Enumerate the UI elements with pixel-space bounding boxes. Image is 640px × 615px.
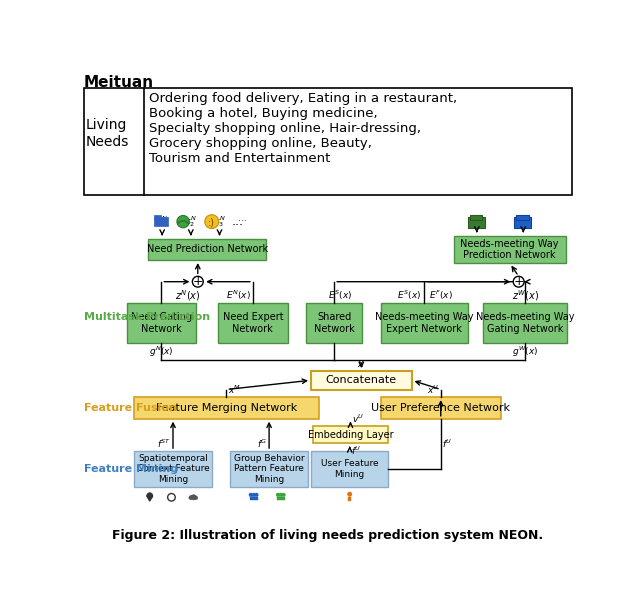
Circle shape — [189, 496, 192, 499]
Bar — [312, 426, 388, 443]
Circle shape — [189, 495, 194, 499]
Bar — [311, 451, 388, 486]
Bar — [148, 239, 266, 260]
Text: Feature Mining: Feature Mining — [84, 464, 178, 474]
Text: Ordering food delivery, Eating in a restaurant,
Booking a hotel, Buying medicine: Ordering food delivery, Eating in a rest… — [149, 92, 457, 165]
Bar — [483, 303, 566, 343]
Bar — [252, 498, 255, 501]
Bar — [467, 217, 484, 228]
Circle shape — [168, 493, 175, 501]
Text: Need Expert
Network: Need Expert Network — [223, 312, 283, 334]
Text: $s_2^W$: $s_2^W$ — [516, 215, 530, 231]
Text: Living
Needs: Living Needs — [85, 119, 129, 149]
Bar — [127, 303, 196, 343]
Text: Needs-meeting Way
Prediction Network: Needs-meeting Way Prediction Network — [461, 239, 559, 260]
Circle shape — [147, 493, 153, 499]
Circle shape — [252, 493, 255, 497]
Text: $f^{ST}$: $f^{ST}$ — [157, 437, 172, 450]
Bar — [134, 397, 319, 419]
Circle shape — [279, 493, 283, 497]
Circle shape — [513, 276, 524, 287]
Bar — [154, 215, 161, 220]
Circle shape — [276, 493, 280, 497]
Text: $g^W(x)$: $g^W(x)$ — [512, 345, 538, 359]
Bar — [381, 303, 467, 343]
Text: :): :) — [208, 218, 215, 228]
Text: Concatenate: Concatenate — [326, 375, 397, 385]
Bar — [280, 498, 282, 501]
Bar — [250, 498, 252, 501]
Bar — [307, 303, 362, 343]
Text: Need Prediction Network: Need Prediction Network — [147, 244, 268, 255]
Circle shape — [249, 493, 253, 497]
Circle shape — [255, 493, 259, 497]
Text: $f^U$: $f^U$ — [442, 437, 452, 450]
Bar — [230, 451, 308, 486]
Text: Group Behavior
Pattern Feature
Mining: Group Behavior Pattern Feature Mining — [234, 454, 305, 484]
Text: $g^N(x)$: $g^N(x)$ — [149, 345, 173, 359]
Text: $s_3^N$: $s_3^N$ — [214, 214, 225, 229]
Text: $z^N(x)$: $z^N(x)$ — [175, 288, 200, 303]
Bar — [470, 215, 482, 220]
Text: $x^U$: $x^U$ — [427, 383, 439, 395]
Bar — [276, 498, 279, 501]
Text: $x^M$: $x^M$ — [228, 383, 241, 395]
Text: Embedding Layer: Embedding Layer — [308, 430, 394, 440]
Text: $f^G$: $f^G$ — [257, 437, 268, 450]
Text: $E^F(x)$: $E^F(x)$ — [429, 288, 453, 302]
Text: Need Gating
Network: Need Gating Network — [131, 312, 192, 334]
Text: ...: ... — [231, 215, 243, 228]
Circle shape — [177, 215, 189, 228]
Circle shape — [191, 494, 196, 500]
Text: Spatiotemporal
Context Feature
Mining: Spatiotemporal Context Feature Mining — [136, 454, 209, 484]
Text: Needs-meeting Way
Expert Network: Needs-meeting Way Expert Network — [375, 312, 474, 334]
Bar — [84, 88, 572, 196]
Text: User Preference Network: User Preference Network — [371, 403, 510, 413]
Text: $E^N(x)$: $E^N(x)$ — [227, 288, 252, 302]
Bar — [282, 498, 285, 501]
Circle shape — [193, 276, 204, 287]
Bar — [381, 397, 501, 419]
Circle shape — [194, 496, 198, 500]
Circle shape — [282, 493, 285, 497]
Text: +: + — [193, 275, 203, 288]
Text: Needs-meeting Way
Gating Network: Needs-meeting Way Gating Network — [476, 312, 574, 334]
Bar — [134, 451, 212, 486]
Bar — [516, 215, 529, 220]
Text: $z^W(x)$: $z^W(x)$ — [513, 288, 540, 303]
Text: $E^S(x)$: $E^S(x)$ — [397, 288, 420, 302]
Text: Feature Merging Network: Feature Merging Network — [156, 403, 297, 413]
Text: $f^U$: $f^U$ — [351, 445, 362, 458]
Bar — [454, 236, 566, 263]
Bar — [514, 217, 531, 228]
Bar — [255, 498, 258, 501]
Text: +: + — [513, 275, 524, 288]
Text: User Feature
Mining: User Feature Mining — [321, 459, 378, 478]
Text: Meituan: Meituan — [84, 76, 154, 90]
Bar — [218, 303, 288, 343]
Bar — [348, 498, 351, 501]
Polygon shape — [147, 496, 153, 501]
Bar — [154, 217, 168, 226]
Text: $s_1^W$: $s_1^W$ — [470, 215, 484, 231]
Text: Shared
Network: Shared Network — [314, 312, 355, 334]
Text: $x$: $x$ — [357, 360, 365, 370]
Text: $s_2^N$: $s_2^N$ — [185, 214, 196, 229]
Text: $E^S(x)$: $E^S(x)$ — [328, 288, 353, 302]
Text: $v^U$: $v^U$ — [352, 413, 364, 425]
Bar — [311, 371, 412, 389]
Text: $s_1^N$: $s_1^N$ — [156, 214, 168, 229]
Text: Feature Fusion: Feature Fusion — [84, 403, 177, 413]
Circle shape — [348, 492, 352, 496]
Text: Figure 2: Illustration of living needs prediction system NEON.: Figure 2: Illustration of living needs p… — [113, 529, 543, 542]
Text: Multitask Prediction: Multitask Prediction — [84, 312, 210, 322]
Text: ...: ... — [239, 214, 247, 223]
Circle shape — [205, 215, 219, 229]
